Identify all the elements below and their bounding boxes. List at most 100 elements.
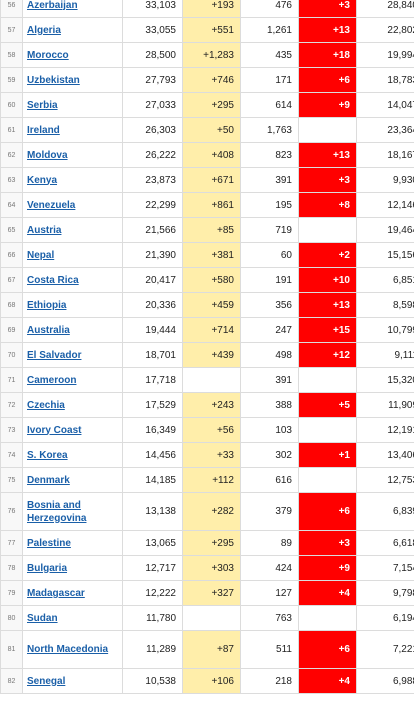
total-deaths-cell: 391 xyxy=(240,167,299,193)
country-link[interactable]: Moldova xyxy=(27,149,68,161)
total-deaths-cell: 511 xyxy=(240,630,299,669)
country-link[interactable]: Senegal xyxy=(27,675,66,687)
total-cases-cell: 20,417 xyxy=(122,267,183,293)
total-cases-cell: 26,222 xyxy=(122,142,183,168)
total-deaths-cell: 614 xyxy=(240,92,299,118)
country-link[interactable]: Nepal xyxy=(27,249,55,261)
total-recovered-cell: 6,839 xyxy=(356,492,414,531)
new-deaths-cell: +9 xyxy=(298,92,357,118)
new-deaths-cell: +13 xyxy=(298,17,357,43)
new-deaths-cell: +3 xyxy=(298,0,357,18)
country-link[interactable]: El Salvador xyxy=(27,349,82,361)
new-cases-cell: +408 xyxy=(182,142,241,168)
country-link[interactable]: Austria xyxy=(27,224,62,236)
country-link[interactable]: Australia xyxy=(27,324,70,336)
total-cases-cell: 21,390 xyxy=(122,242,183,268)
total-recovered-cell: 9,930 xyxy=(356,167,414,193)
country-link[interactable]: Kenya xyxy=(27,174,58,186)
country-cell: Morocco xyxy=(22,42,123,68)
total-cases-cell: 10,538 xyxy=(122,668,183,694)
total-recovered-cell: 6,988 xyxy=(356,668,414,694)
country-cell: Kenya xyxy=(22,167,123,193)
total-deaths-cell: 498 xyxy=(240,342,299,368)
country-link[interactable]: Costa Rica xyxy=(27,274,79,286)
stats-table-viewport[interactable]: 56Azerbaijan33,103+193476+328,84057Alger… xyxy=(0,0,414,694)
total-recovered-cell: 11,909 xyxy=(356,392,414,418)
country-link[interactable]: S. Korea xyxy=(27,449,68,461)
rank-cell: 80 xyxy=(0,605,23,631)
new-cases-cell: +861 xyxy=(182,192,241,218)
total-cases-cell: 13,065 xyxy=(122,530,183,556)
new-cases-cell: +243 xyxy=(182,392,241,418)
new-deaths-cell: +6 xyxy=(298,67,357,93)
country-link[interactable]: Ethiopia xyxy=(27,299,67,311)
new-cases-cell: +87 xyxy=(182,630,241,669)
total-cases-cell: 14,185 xyxy=(122,467,183,493)
country-link[interactable]: Venezuela xyxy=(27,199,76,211)
new-deaths-cell: +10 xyxy=(298,267,357,293)
new-deaths-cell xyxy=(298,467,357,493)
new-deaths-cell xyxy=(298,605,357,631)
new-deaths-cell: +6 xyxy=(298,492,357,531)
total-deaths-cell: 1,261 xyxy=(240,17,299,43)
total-recovered-cell: 18,167 xyxy=(356,142,414,168)
country-link[interactable]: Czechia xyxy=(27,399,65,411)
new-cases-cell: +33 xyxy=(182,442,241,468)
total-recovered-cell: 15,156 xyxy=(356,242,414,268)
new-deaths-cell: +1 xyxy=(298,442,357,468)
new-deaths-cell: +6 xyxy=(298,630,357,669)
country-cell: Ivory Coast xyxy=(22,417,123,443)
total-deaths-cell: 60 xyxy=(240,242,299,268)
rank-cell: 63 xyxy=(0,167,23,193)
total-cases-cell: 19,444 xyxy=(122,317,183,343)
country-link[interactable]: Algeria xyxy=(27,24,61,36)
total-deaths-cell: 247 xyxy=(240,317,299,343)
country-link[interactable]: Uzbekistan xyxy=(27,74,80,86)
total-cases-cell: 27,033 xyxy=(122,92,183,118)
country-link[interactable]: Serbia xyxy=(27,99,58,111)
total-recovered-cell: 6,194 xyxy=(356,605,414,631)
rank-cell: 82 xyxy=(0,668,23,694)
total-recovered-cell: 18,783 xyxy=(356,67,414,93)
country-link[interactable]: Azerbaijan xyxy=(27,0,78,11)
country-link[interactable]: Bulgaria xyxy=(27,562,68,574)
country-link[interactable]: Bosnia and Herzegovina xyxy=(27,499,87,524)
rank-cell: 71 xyxy=(0,367,23,393)
country-cell: Senegal xyxy=(22,668,123,694)
total-deaths-cell: 616 xyxy=(240,467,299,493)
new-cases-cell: +671 xyxy=(182,167,241,193)
country-cell: Australia xyxy=(22,317,123,343)
rank-cell: 69 xyxy=(0,317,23,343)
country-link[interactable]: Ireland xyxy=(27,124,60,136)
country-link[interactable]: North Macedonia xyxy=(27,644,109,655)
rank-cell: 58 xyxy=(0,42,23,68)
total-deaths-cell: 191 xyxy=(240,267,299,293)
total-cases-cell: 21,566 xyxy=(122,217,183,243)
total-cases-cell: 13,138 xyxy=(122,492,183,531)
new-cases-cell: +580 xyxy=(182,267,241,293)
country-link[interactable]: Denmark xyxy=(27,474,70,486)
table-row: 71 Cameroon 17,718 391 15,320 xyxy=(0,367,414,393)
rank-cell: 67 xyxy=(0,267,23,293)
new-cases-cell: +746 xyxy=(182,67,241,93)
country-link[interactable]: Palestine xyxy=(27,537,71,549)
total-cases-cell: 12,222 xyxy=(122,580,183,606)
total-cases-cell: 12,717 xyxy=(122,555,183,581)
rank-cell: 76 xyxy=(0,492,23,531)
total-cases-cell: 22,299 xyxy=(122,192,183,218)
country-link[interactable]: Madagascar xyxy=(27,587,85,599)
country-link[interactable]: Sudan xyxy=(27,612,58,624)
country-link[interactable]: Morocco xyxy=(27,49,69,61)
country-link[interactable]: Cameroon xyxy=(27,374,77,386)
country-link[interactable]: Ivory Coast xyxy=(27,424,82,436)
